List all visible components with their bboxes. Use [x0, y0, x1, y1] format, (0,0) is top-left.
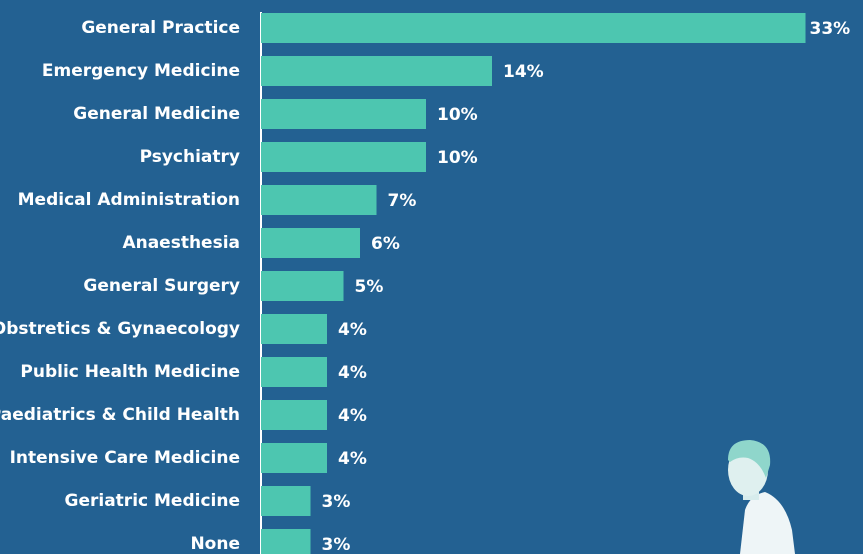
category-label: Obstretics & Gynaecology — [0, 319, 240, 339]
category-label: None — [190, 534, 240, 554]
bar — [261, 443, 327, 473]
value-label: 3% — [322, 535, 351, 554]
bar — [261, 400, 327, 430]
category-label: Geriatric Medicine — [65, 491, 240, 511]
value-label: 5% — [355, 277, 384, 297]
category-label: Emergency Medicine — [42, 61, 240, 81]
bar — [261, 314, 327, 344]
category-label: Anaesthesia — [122, 233, 240, 253]
category-label: Public Health Medicine — [20, 362, 240, 382]
value-label: 4% — [338, 406, 367, 426]
bar — [261, 142, 426, 172]
value-label: 10% — [437, 105, 478, 125]
category-label: General Practice — [81, 18, 240, 38]
value-label: 4% — [338, 320, 367, 340]
value-label: 10% — [437, 148, 478, 168]
bar — [261, 56, 492, 86]
chart: General Practice 33% Emergency Medicine 14%… — [0, 0, 863, 554]
bar — [261, 529, 311, 554]
bar — [261, 271, 344, 301]
category-label: Psychiatry — [140, 147, 240, 167]
category-label: General Surgery — [83, 276, 240, 296]
bar — [261, 228, 360, 258]
category-label: Paediatrics & Child Health — [0, 405, 240, 425]
bar — [261, 486, 311, 516]
value-label: 6% — [371, 234, 400, 254]
value-label: 4% — [338, 449, 367, 469]
value-label: 3% — [322, 492, 351, 512]
bar — [261, 357, 327, 387]
page: {"chart_data": {"type": "bar", "orientat… — [0, 0, 863, 554]
value-label: 7% — [388, 191, 417, 211]
bar — [261, 99, 426, 129]
value-label: 33% — [810, 19, 851, 39]
category-label: Medical Administration — [18, 190, 240, 210]
bar — [261, 13, 806, 43]
category-label: Intensive Care Medicine — [10, 448, 240, 468]
bar — [261, 185, 377, 215]
category-label: General Medicine — [73, 104, 240, 124]
value-label: 14% — [503, 62, 544, 82]
value-label: 4% — [338, 363, 367, 383]
